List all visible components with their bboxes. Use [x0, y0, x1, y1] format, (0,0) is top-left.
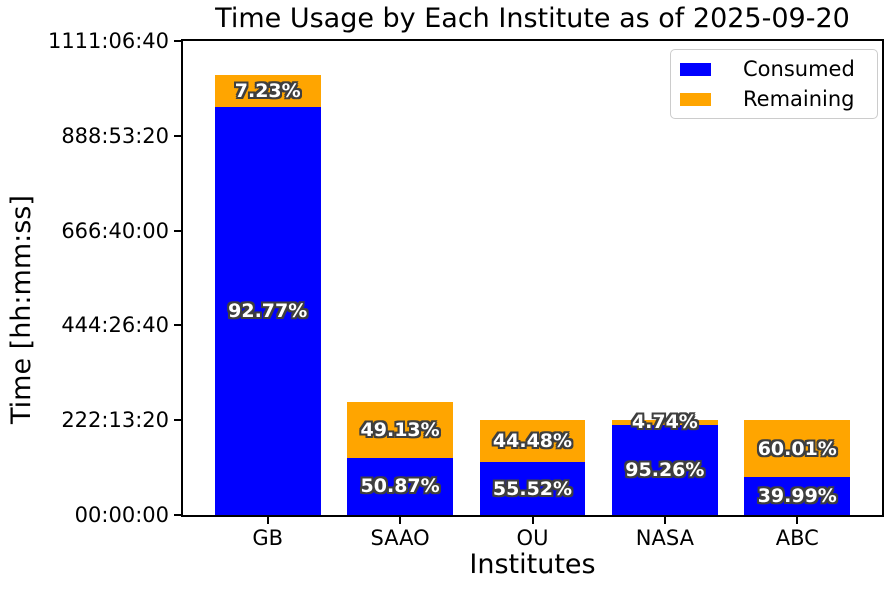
x-tick-label: ABC	[775, 526, 819, 550]
x-tick	[266, 517, 269, 524]
remaining-pct-label-SAAO: 49.13%	[360, 419, 440, 442]
x-axis-label: Institutes	[469, 549, 596, 580]
consumed-pct-label-SAAO: 50.87%	[360, 475, 440, 498]
bar-segment-consumed-ABC	[744, 477, 851, 515]
y-tick-label: 888:53:20	[61, 123, 169, 148]
y-tick-label: 222:13:20	[61, 408, 169, 433]
remaining-pct-label-NASA: 4.74%	[631, 411, 698, 434]
x-tick-label: GB	[252, 526, 284, 550]
remaining-pct-label-OU: 44.48%	[492, 430, 573, 453]
bar-segment-remaining-OU	[479, 420, 586, 463]
bar-segment-remaining-NASA	[611, 420, 718, 425]
consumed-pct-label-ABC: 39.99%	[757, 485, 837, 508]
y-tick	[174, 40, 181, 42]
bar-segment-consumed-OU	[479, 462, 586, 515]
y-tick	[174, 229, 181, 232]
x-tick	[796, 517, 799, 524]
legend-item-label: Consumed	[743, 57, 855, 81]
bar-segment-remaining-GB	[214, 75, 321, 108]
bar-segment-remaining-ABC	[744, 420, 851, 478]
consumed-pct-label-GB: 92.77%	[228, 300, 308, 323]
y-tick-label: 00:00:00	[74, 503, 169, 527]
remaining-pct-label-GB: 7.23%	[234, 80, 301, 103]
y-tick	[174, 419, 181, 422]
legend-item-label: Remaining	[743, 87, 855, 111]
consumed-pct-label-NASA: 95.26%	[625, 458, 705, 481]
y-tick-label: 666:40:00	[61, 218, 169, 243]
remaining-swatch-icon	[680, 92, 711, 106]
x-tick	[663, 517, 666, 524]
y-tick-label: 444:26:40	[61, 313, 169, 338]
legend-item-consumed: Consumed	[671, 56, 877, 82]
legend-item-remaining: Remaining	[671, 86, 877, 112]
bar-segment-consumed-NASA	[611, 424, 718, 515]
bar-segment-consumed-GB	[214, 107, 321, 515]
y-tick	[174, 514, 181, 516]
consumed-pct-label-OU: 55.52%	[492, 477, 573, 500]
bar-segment-consumed-SAAO	[347, 457, 454, 515]
consumed-swatch-icon	[680, 62, 711, 76]
chart-title: Time Usage by Each Institute as of 2025-…	[215, 3, 850, 34]
x-tick	[399, 517, 402, 524]
y-tick	[174, 134, 181, 137]
x-tick-label: NASA	[635, 526, 694, 550]
bar-segment-remaining-SAAO	[347, 402, 454, 458]
legend: Consumed Remaining	[670, 49, 878, 119]
y-tick	[174, 324, 181, 327]
x-tick-label: SAAO	[370, 526, 430, 550]
x-tick	[531, 517, 534, 524]
x-tick-label: OU	[516, 526, 549, 550]
remaining-pct-label-ABC: 60.01%	[757, 437, 837, 460]
y-tick-label: 1111:06:40	[47, 29, 169, 53]
